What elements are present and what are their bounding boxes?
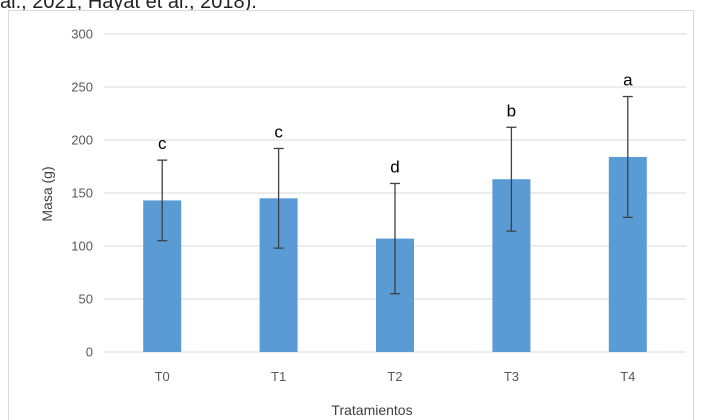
y-tick-label: 200 [71,133,93,148]
error-bar-t4 [622,95,633,219]
x-tick-label: T3 [504,369,519,384]
y-tick-label: 100 [71,239,93,254]
significance-label-t0: c [158,134,167,153]
error-bars [157,95,633,295]
error-bar-t1 [273,147,284,249]
y-tick-label: 0 [86,345,93,360]
y-tick-label: 250 [71,80,93,95]
error-bar-t2 [390,182,400,295]
error-bar-t0 [157,159,168,242]
y-tick-label: 150 [71,186,93,201]
x-tick-labels: T0 T1 T2 T3 T4 [155,369,636,384]
significance-label-t4: a [623,71,633,90]
significance-label-t3: b [507,101,516,120]
y-tick-label: 300 [71,27,93,42]
error-bar-t3 [506,126,517,232]
x-tick-label: T1 [271,369,286,384]
preceding-text-line: al., 2021; Hayat et al., 2018). [0,0,257,13]
y-tick-labels: 0 50 100 150 200 250 300 [71,27,93,360]
x-axis-title: Tratamientos [331,402,412,418]
x-tick-label: T2 [387,369,402,384]
y-tick-label: 50 [79,292,93,307]
x-tick-label: T4 [620,369,635,384]
significance-label-t2: d [390,157,399,176]
y-axis-title: Masa (g) [39,166,55,221]
x-tick-label: T0 [155,369,170,384]
significance-labels: c c d b a [158,71,633,177]
significance-label-t1: c [274,122,283,141]
